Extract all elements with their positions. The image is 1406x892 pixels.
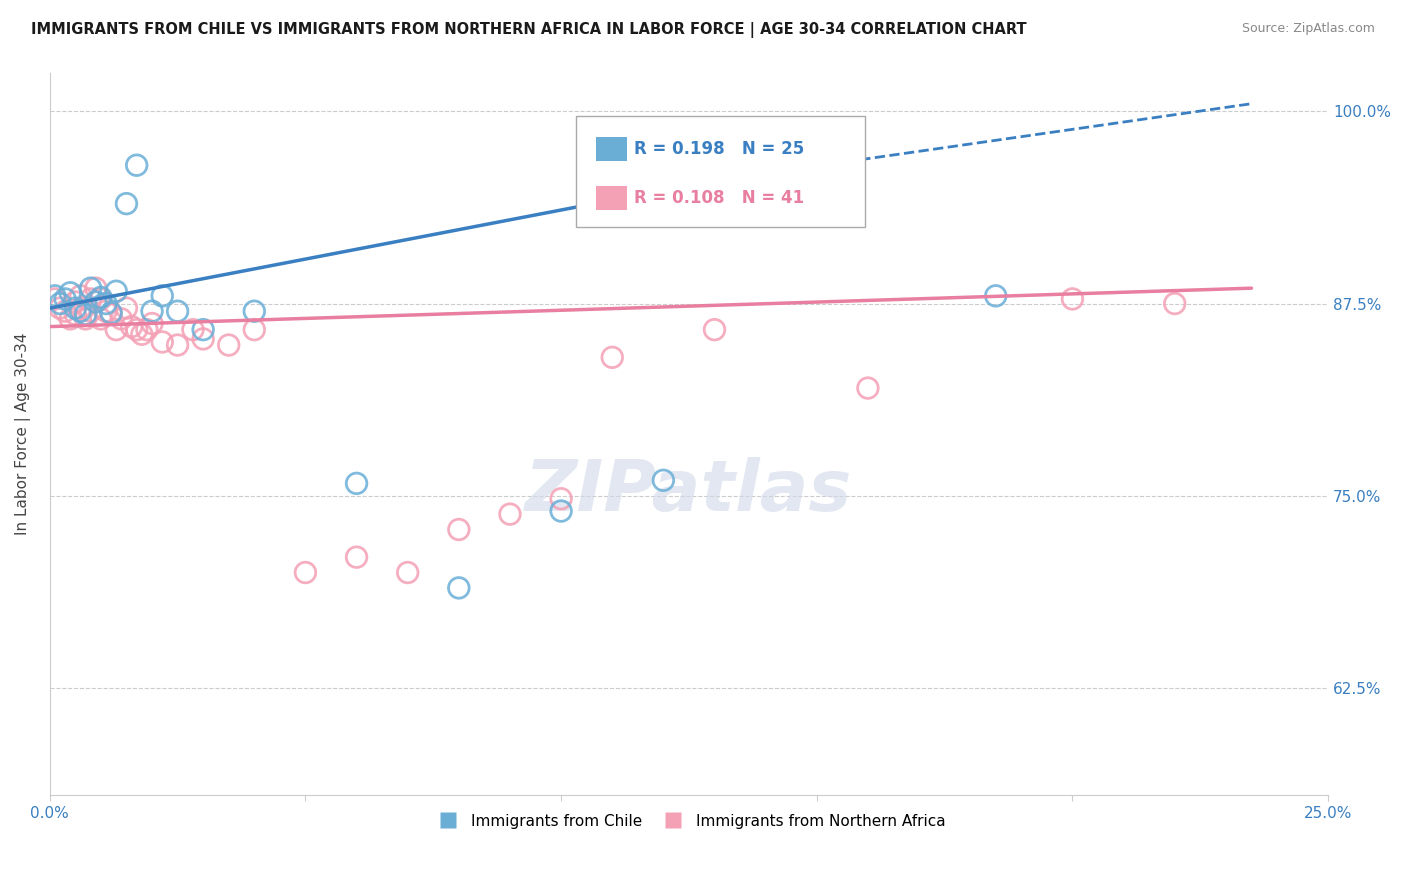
Point: [49, 296, 72, 310]
Point: [115, 301, 138, 315]
Point: [79, 304, 101, 318]
Point: [69, 304, 91, 318]
Point: [75, 307, 97, 321]
Point: [59, 312, 82, 326]
Point: [243, 323, 266, 337]
Text: R = 0.198   N = 25: R = 0.198 N = 25: [634, 140, 804, 158]
Point: [121, 319, 143, 334]
Point: [181, 323, 204, 337]
Point: [166, 304, 188, 318]
Point: [110, 312, 132, 326]
Point: [59, 285, 82, 300]
Point: [125, 158, 148, 172]
Point: [75, 312, 97, 326]
Point: [69, 301, 91, 315]
Point: [94, 304, 117, 318]
Point: [984, 289, 1007, 303]
Point: [115, 196, 138, 211]
Legend: Immigrants from Chile, Immigrants from Northern Africa: Immigrants from Chile, Immigrants from N…: [426, 807, 952, 835]
Point: [94, 296, 117, 310]
Point: [346, 550, 368, 565]
Point: [1164, 296, 1187, 310]
Point: [100, 306, 122, 320]
Point: [105, 323, 128, 337]
Point: [49, 301, 72, 315]
Point: [550, 504, 572, 518]
Point: [447, 581, 470, 595]
Point: [447, 523, 470, 537]
Point: [90, 312, 112, 326]
Point: [191, 332, 214, 346]
Point: [652, 473, 675, 487]
Point: [856, 381, 879, 395]
Point: [499, 507, 522, 521]
Point: [90, 290, 112, 304]
Point: [65, 307, 87, 321]
Point: [79, 281, 101, 295]
Point: [150, 289, 173, 303]
Text: IMMIGRANTS FROM CHILE VS IMMIGRANTS FROM NORTHERN AFRICA IN LABOR FORCE | AGE 30: IMMIGRANTS FROM CHILE VS IMMIGRANTS FROM…: [31, 22, 1026, 38]
Point: [131, 327, 153, 342]
Point: [53, 292, 76, 306]
Point: [125, 323, 148, 337]
Text: R = 0.108   N = 41: R = 0.108 N = 41: [634, 189, 804, 207]
Point: [100, 307, 122, 321]
Point: [65, 295, 87, 310]
Point: [65, 301, 87, 315]
Point: [1062, 292, 1084, 306]
Point: [150, 334, 173, 349]
Text: ZIPatlas: ZIPatlas: [526, 458, 852, 526]
Point: [44, 289, 66, 303]
Point: [243, 304, 266, 318]
Point: [84, 295, 107, 310]
Point: [191, 323, 214, 337]
Point: [141, 304, 163, 318]
Text: Source: ZipAtlas.com: Source: ZipAtlas.com: [1241, 22, 1375, 36]
Point: [294, 566, 316, 580]
Point: [105, 285, 128, 299]
Point: [79, 292, 101, 306]
Point: [703, 323, 725, 337]
Point: [53, 304, 76, 318]
Point: [84, 281, 107, 295]
Point: [90, 292, 112, 306]
Point: [600, 351, 623, 365]
Point: [346, 476, 368, 491]
Y-axis label: In Labor Force | Age 30-34: In Labor Force | Age 30-34: [15, 333, 31, 535]
Point: [44, 292, 66, 306]
Point: [550, 491, 572, 506]
Point: [135, 323, 157, 337]
Point: [166, 338, 188, 352]
Point: [396, 566, 419, 580]
Point: [141, 317, 163, 331]
Point: [69, 289, 91, 303]
Point: [218, 338, 240, 352]
